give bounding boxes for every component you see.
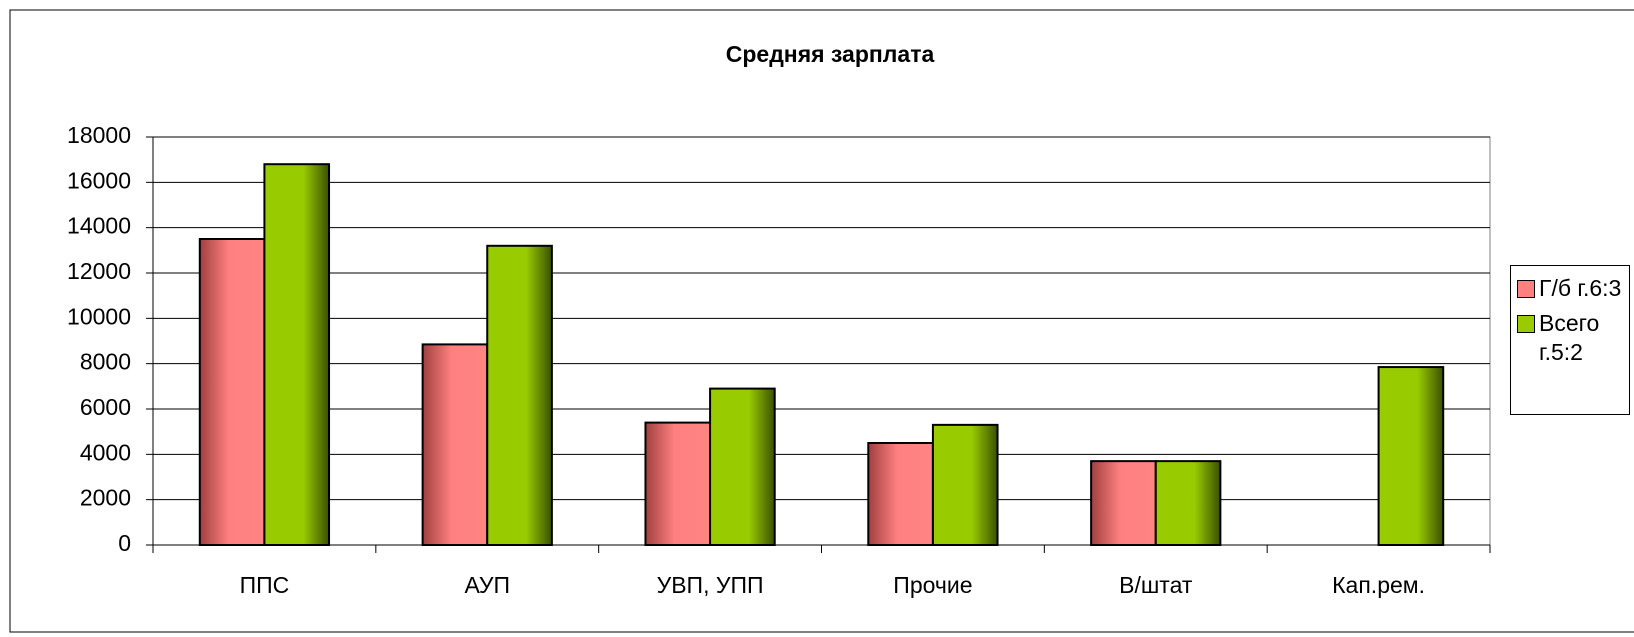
legend-entry: Г/б г.6:3 [1517, 274, 1623, 303]
y-tick-label: 18000 [67, 122, 131, 148]
x-tick-label: Кап.рем. [1332, 572, 1425, 598]
y-tick-label: 6000 [80, 394, 131, 420]
bar [644, 421, 712, 547]
y-tick-label: 8000 [80, 349, 131, 375]
bar [1377, 366, 1445, 547]
bar [931, 423, 999, 546]
legend: Г/б г.6:3 Всего г.5:2 [1510, 265, 1630, 415]
legend-label: Г/б г.6:3 [1539, 275, 1622, 301]
x-tick-label: В/штат [1119, 572, 1193, 598]
y-tick-label: 10000 [67, 303, 131, 329]
bar [709, 387, 776, 546]
y-tick-label: 2000 [80, 485, 131, 511]
bar [198, 238, 266, 546]
bar [1154, 460, 1222, 546]
chart-border [9, 9, 1634, 633]
bar [263, 163, 331, 546]
y-tick-label: 12000 [67, 258, 131, 284]
legend-entry: Всего г.5:2 [1517, 309, 1623, 367]
legend-swatch [1517, 315, 1535, 333]
x-tick-label: УВП, УПП [657, 572, 764, 598]
y-tick-label: 16000 [67, 167, 131, 193]
x-tick-label: АУП [465, 572, 510, 598]
y-tick-label: 0 [118, 530, 131, 556]
chart-title: Средняя зарплата [726, 41, 935, 67]
y-tick-label: 14000 [67, 213, 131, 239]
y-tick-label: 4000 [80, 439, 131, 465]
x-tick-label: ППС [240, 572, 290, 598]
plot-area [152, 136, 1491, 546]
x-tick-label: Прочие [893, 572, 972, 598]
bar [867, 442, 934, 546]
legend-swatch [1517, 280, 1535, 298]
bar [421, 343, 489, 546]
bar [1090, 460, 1157, 546]
legend-label: Всего г.5:2 [1539, 310, 1600, 365]
bar [486, 244, 553, 547]
